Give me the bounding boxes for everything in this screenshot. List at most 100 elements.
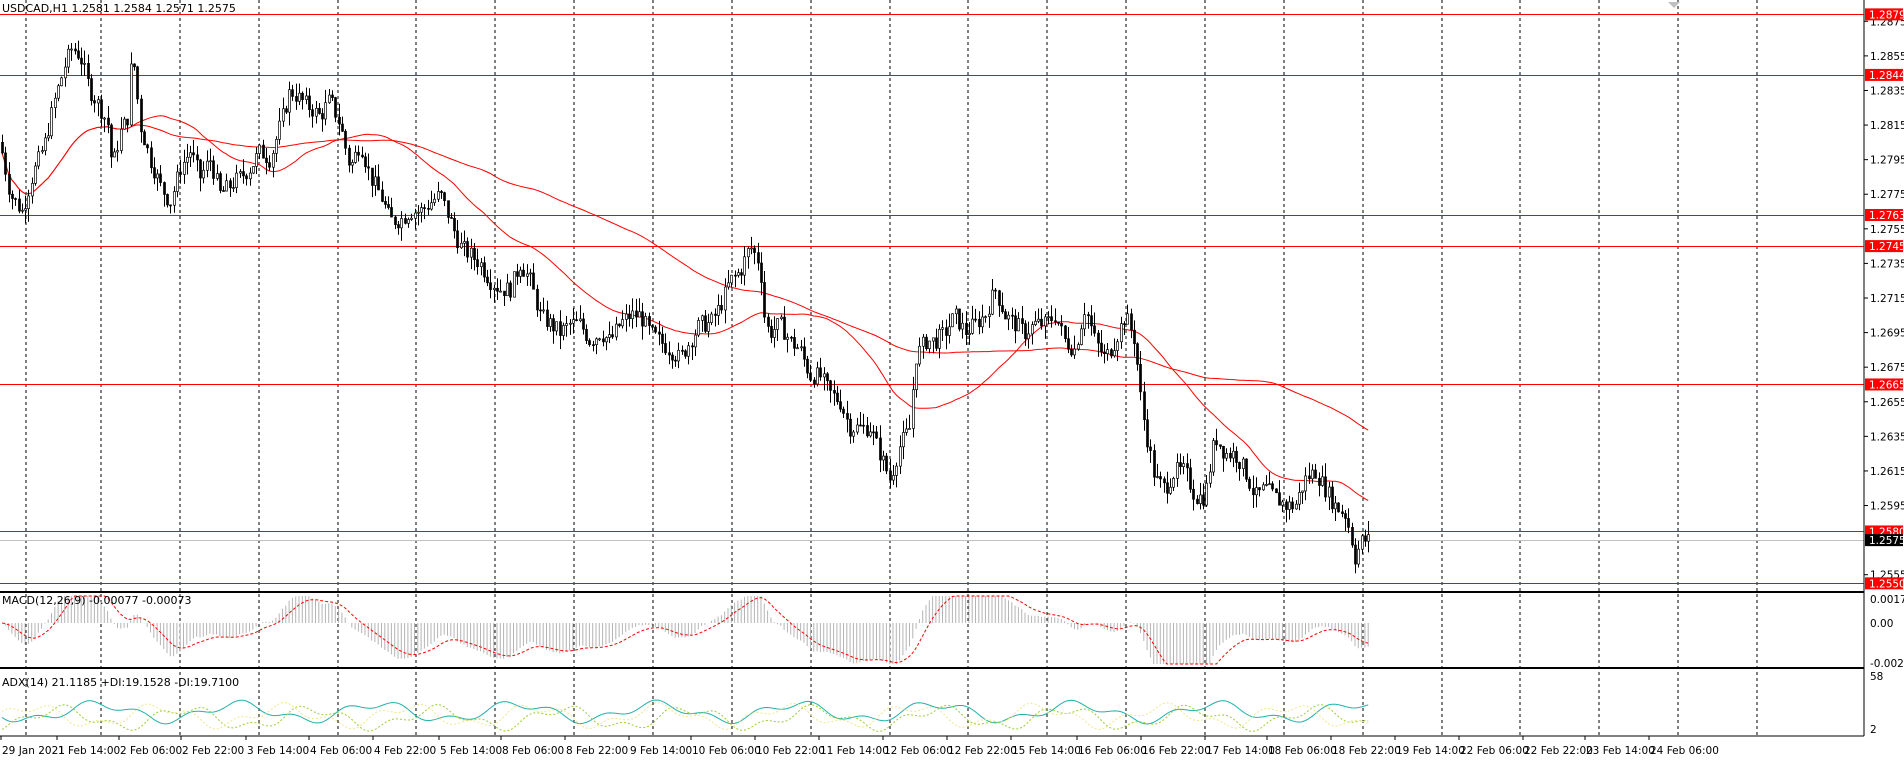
candle-body (1235, 450, 1238, 463)
candle-body (1308, 475, 1311, 480)
candle-body (572, 319, 575, 324)
chart-shift-marker-icon[interactable] (1668, 2, 1680, 8)
candle-body (1090, 315, 1093, 327)
candle-body (684, 350, 687, 357)
candle-body (486, 276, 489, 284)
level-label-3[interactable]: 1.2745 (1869, 241, 1904, 253)
candle-body (862, 424, 865, 427)
candle-body (93, 100, 96, 104)
price-axis[interactable]: 1.28751.28551.28351.28151.27951.27751.27… (1864, 8, 1904, 736)
candle-body (575, 319, 578, 322)
candle-body (922, 336, 925, 347)
candle-body (796, 347, 799, 350)
time-tick-label-25: 23 Feb 14:00 (1586, 745, 1655, 757)
candle-body (935, 337, 938, 349)
candle-body (1163, 478, 1166, 484)
candle-body (846, 413, 849, 420)
candle-body (74, 48, 77, 52)
candle-body (420, 207, 423, 213)
candle-body (351, 162, 354, 166)
candle-body (371, 167, 374, 186)
moving-average-fast (1, 115, 1369, 501)
adx-tick-label-0: 58 (1870, 671, 1883, 683)
candle-body (1060, 323, 1063, 327)
candle-body (664, 343, 667, 354)
candle-body (905, 428, 908, 433)
candle-body (539, 309, 542, 312)
candle-body (555, 321, 558, 332)
candle-body (8, 173, 11, 195)
candle-body (1123, 323, 1126, 325)
candle-body (994, 289, 997, 292)
level-label-6[interactable]: 1.2550 (1869, 578, 1904, 590)
price-tick-label-12: 1.2635 (1870, 431, 1904, 443)
adx-tick-label-1: 2 (1870, 724, 1877, 736)
candle-body (1298, 492, 1301, 505)
candle-body (981, 316, 984, 328)
candle-body (879, 437, 882, 461)
candle-body (1, 142, 4, 154)
candle-body (427, 207, 430, 210)
candle-body (381, 189, 384, 202)
candle-body (249, 172, 252, 180)
level-label-4[interactable]: 1.2665 (1869, 379, 1904, 391)
candle-body (480, 262, 483, 268)
candle-body (301, 92, 304, 100)
candle-body (1186, 463, 1189, 469)
candle-body (338, 116, 341, 125)
candle-body (800, 346, 803, 349)
candle-body (463, 241, 466, 244)
candle-body (1027, 333, 1030, 340)
candle-body (549, 318, 552, 327)
price-tick-label-8: 1.2715 (1870, 293, 1904, 305)
candle-body (1202, 494, 1205, 506)
price-tick-label-4: 1.2795 (1870, 155, 1904, 167)
candle-body (885, 455, 888, 472)
candle-body (1304, 475, 1307, 492)
level-label-0[interactable]: 1.2879 (1869, 9, 1904, 21)
candle-body (11, 193, 14, 199)
candle-body (285, 108, 288, 113)
candle-body (991, 289, 994, 315)
candle-body (585, 328, 588, 341)
candle-body (1295, 503, 1298, 510)
level-label-bg-1 (1865, 68, 1903, 81)
candle-body (1271, 483, 1274, 490)
level-label-2[interactable]: 1.2763 (1869, 210, 1904, 222)
candle-body (635, 310, 638, 318)
candle-body (631, 310, 634, 320)
current-price-label: 1.2575 (1869, 535, 1904, 547)
candle-body (704, 315, 707, 332)
time-tick-label-13: 11 Feb 14:00 (820, 745, 889, 757)
candle-body (829, 380, 832, 391)
candle-body (1229, 452, 1232, 459)
candle-body (819, 367, 822, 378)
candle-body (757, 252, 760, 264)
candle-body (1172, 478, 1175, 488)
candle-body (1047, 316, 1050, 319)
candle-body (14, 198, 17, 200)
price-tick-label-2: 1.2835 (1870, 85, 1904, 97)
horizontal-levels[interactable] (0, 14, 1864, 584)
candle-body (348, 147, 351, 166)
candle-body (1232, 450, 1235, 459)
candle-body (542, 309, 545, 312)
candle-body (1357, 548, 1360, 565)
candle-body (760, 262, 763, 283)
candle-body (308, 95, 311, 111)
candle-body (1011, 314, 1014, 317)
candle-body (489, 282, 492, 290)
candle-body (1337, 502, 1340, 513)
level-label-1[interactable]: 1.2844 (1869, 70, 1904, 82)
candle-body (875, 431, 878, 439)
candle-body (357, 151, 360, 156)
candle-body (34, 165, 37, 184)
adx-indicator (1, 699, 1369, 733)
candle-body (872, 431, 875, 434)
candle-body (644, 316, 647, 327)
candle-body (790, 336, 793, 339)
candle-body (1351, 527, 1354, 546)
